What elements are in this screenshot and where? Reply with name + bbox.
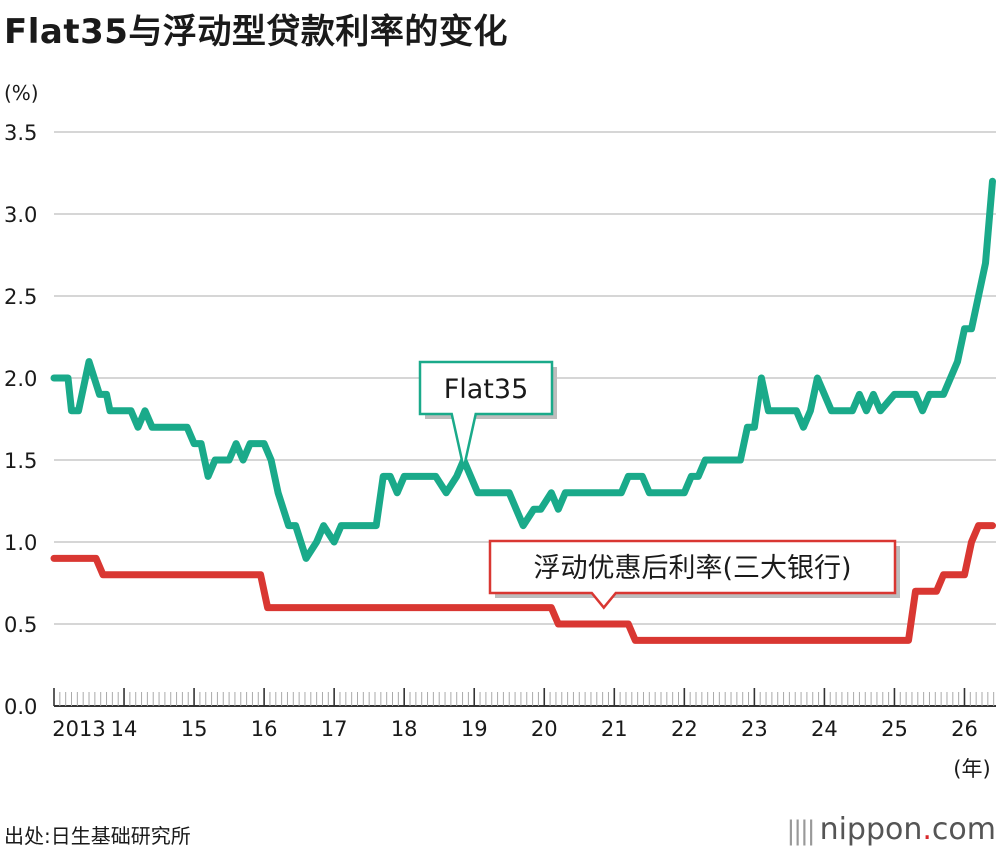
callout-box (418, 360, 554, 469)
x-tick-label: 24 (811, 717, 838, 741)
y-tick-label: 1.0 (4, 531, 37, 555)
y-unit-label: (%) (4, 81, 39, 105)
series-label: Flat35 (444, 374, 529, 405)
chart-title: Flat35与浮动型贷款利率的变化 (4, 12, 508, 52)
y-axis-ticks: (%) 0.0 0.5 1.0 1.5 2.0 2.5 3.0 3.5 (4, 81, 39, 719)
series-label: 浮动优惠后利率(三大银行) (533, 553, 851, 584)
y-tick-label: 2.5 (4, 285, 37, 309)
x-tick-label: 17 (321, 717, 348, 741)
x-tick-label: 22 (671, 717, 698, 741)
x-tick-label: 14 (111, 717, 138, 741)
series-callouts: Flat35 浮动优惠后利率(三大银行) (418, 360, 900, 610)
x-unit-label: (年) (953, 757, 990, 781)
x-tick-label: 2013 (52, 717, 105, 741)
y-tick-label: 2.0 (4, 367, 37, 391)
x-axis: 2013 14 15 16 17 18 19 20 21 22 23 24 25 26 (年) (52, 688, 996, 781)
x-tick-label: 26 (951, 717, 978, 741)
brand-logo: |||| nippon.com (787, 812, 996, 847)
y-tick-label: 0.0 (4, 695, 37, 719)
x-tick-label: 18 (391, 717, 418, 741)
x-tick-label: 20 (531, 717, 558, 741)
brand-bars-icon: |||| (786, 816, 816, 846)
series-line-0 (50, 177, 996, 562)
y-tick-label: 1.5 (4, 449, 37, 473)
y-tick-label: 3.0 (4, 203, 37, 227)
line-chart: (%) 0.0 0.5 1.0 1.5 2.0 2.5 3.0 3.5 2013 14 15 16 17… (4, 81, 996, 781)
x-tick-label: 25 (881, 717, 908, 741)
x-tick-label: 21 (601, 717, 628, 741)
brand-name: nippon (819, 812, 923, 847)
brand-dot: . (922, 812, 932, 847)
y-tick-label: 0.5 (4, 613, 37, 637)
y-tick-label: 3.5 (4, 121, 37, 145)
source-note: 出处:日生基础研究所 (4, 824, 191, 848)
callout-box (488, 539, 897, 610)
x-tick-label: 16 (251, 717, 278, 741)
x-tick-label: 23 (741, 717, 768, 741)
series-line-1 (50, 522, 996, 644)
series-lines (50, 177, 996, 644)
brand-tld: com (931, 812, 996, 847)
x-tick-label: 15 (181, 717, 208, 741)
x-tick-label: 19 (461, 717, 488, 741)
